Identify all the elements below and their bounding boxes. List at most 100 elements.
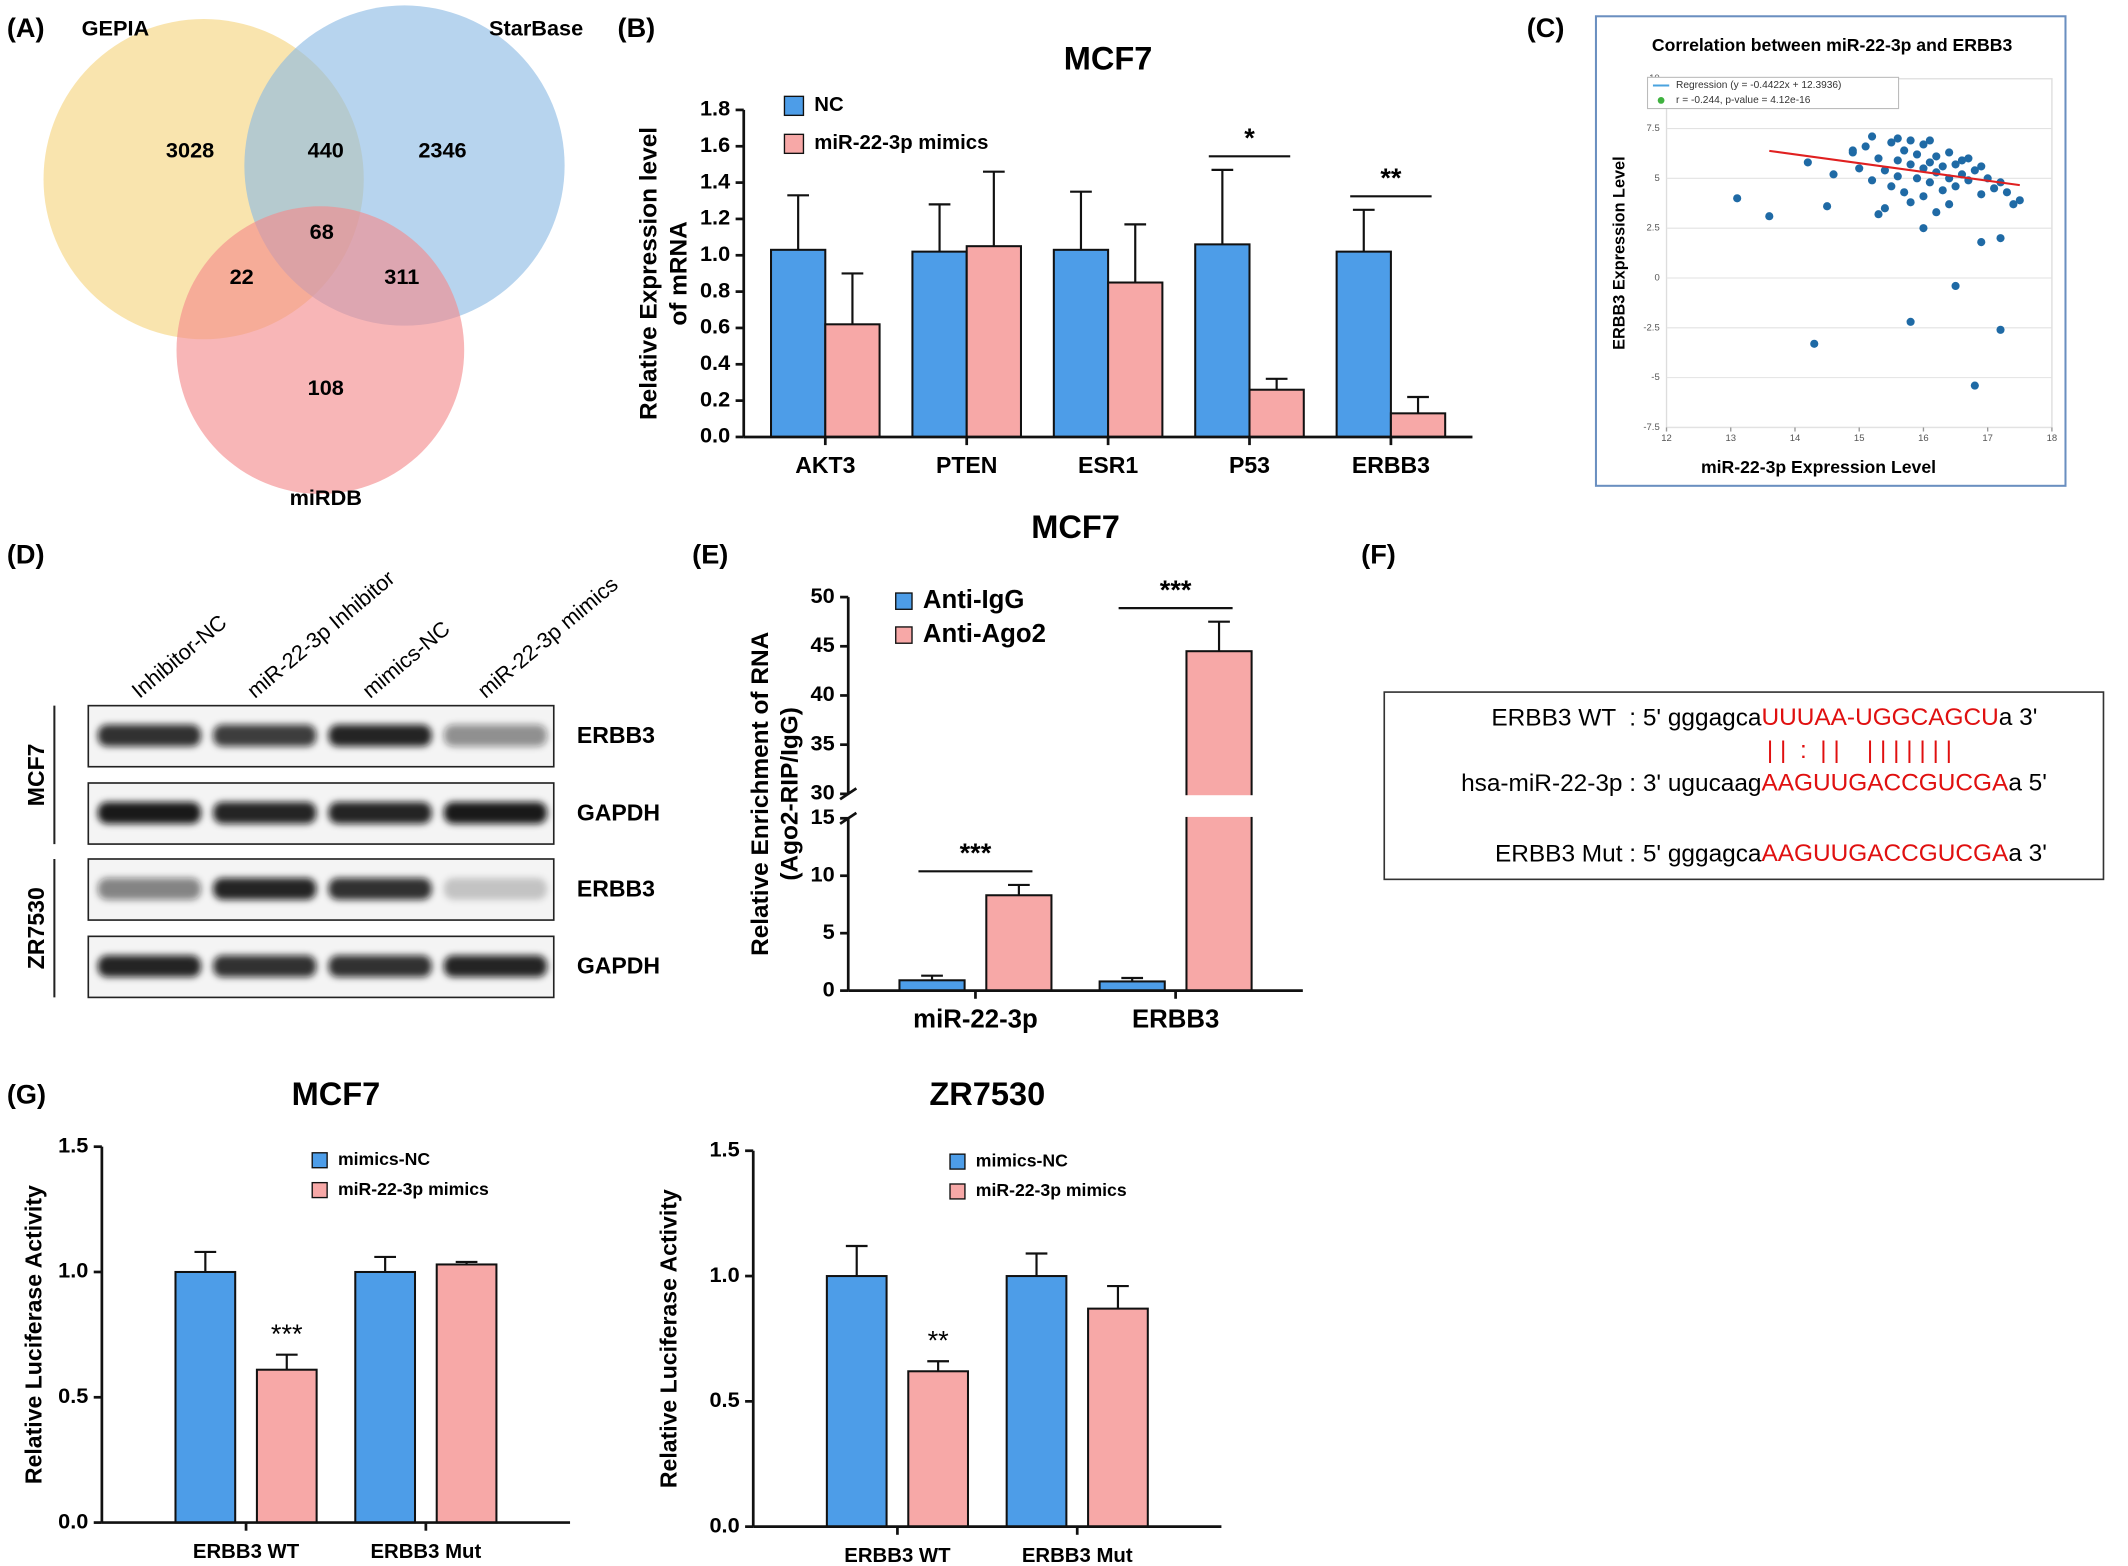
chart-title: Correlation between miR-22-3p and ERBB3 [1652, 35, 2013, 55]
bar [985, 894, 1053, 992]
error-bar [275, 1353, 298, 1370]
sequence-text: UUUAA-UGGCAGCUa 3' [1762, 705, 2038, 732]
bar [1005, 1275, 1068, 1528]
y-tick-label: 1.5 [58, 1132, 88, 1157]
point [1867, 132, 1877, 141]
error-bar [1211, 168, 1234, 245]
legend-label: miR-22-3p mimics [338, 1179, 489, 1199]
panel-label: (B) [618, 12, 656, 43]
sequence-site: AAGUUGACCGUCGA [1762, 770, 2010, 797]
blot-band [443, 955, 547, 978]
bar [907, 1370, 970, 1528]
sequence-pairing: | | : | | | | | | | | | [1767, 737, 1952, 764]
error-bar [927, 1360, 949, 1372]
point [1932, 152, 1941, 161]
y-tick-label: 1.0 [58, 1258, 88, 1283]
blot-band [97, 877, 201, 900]
sequence-suffix: a 3' [2008, 840, 2047, 867]
legend-box [1646, 76, 1900, 110]
legend-swatch [895, 592, 913, 610]
bar [174, 1270, 237, 1524]
x-tick-label: 17 [1982, 433, 1993, 444]
point [1906, 317, 1915, 326]
venn-set-label: StarBase [489, 16, 583, 41]
y-tick-label: 0.2 [700, 386, 730, 411]
point [1803, 158, 1812, 167]
point [1880, 166, 1889, 175]
significance-label: ** [928, 1324, 950, 1355]
x-tick-label: 15 [1854, 433, 1865, 444]
error-bar [928, 203, 951, 252]
y-axis-label: (Ago2-RIP/IgG) [777, 707, 804, 881]
y-tick-label: 5 [1654, 173, 1659, 184]
sequence-suffix: a 5' [2008, 770, 2047, 797]
error-bar [1025, 1252, 1048, 1277]
venn-count: 22 [230, 264, 254, 289]
point [2002, 188, 2012, 197]
legend-label: NC [814, 94, 844, 116]
point [1912, 150, 1922, 159]
protein-label: GAPDH [577, 953, 660, 979]
chart-title: MCF7 [292, 1076, 381, 1112]
point [1906, 136, 1915, 145]
y-tick-label: 10 [811, 861, 835, 886]
point [1977, 238, 1986, 247]
point [1945, 200, 1954, 209]
bar [1052, 248, 1110, 438]
cell-line-label: MCF7 [23, 743, 49, 806]
point [1887, 182, 1896, 191]
venn-count: 311 [384, 264, 419, 289]
point [1829, 170, 1838, 179]
y-tick-label: 0 [1654, 272, 1659, 283]
error-bar [1407, 395, 1429, 414]
blot-band [213, 801, 317, 824]
x-tick-label: ESR1 [1078, 452, 1138, 478]
error-bar [374, 1255, 397, 1272]
legend-label: r = -0.244, p-value = 4.12e-16 [1676, 95, 1811, 106]
point [1893, 172, 1902, 181]
point [1996, 325, 2005, 334]
blot-band [443, 877, 547, 900]
blot-band [213, 724, 317, 747]
y-tick-label: 0.5 [58, 1383, 88, 1408]
chart-title: ZR7530 [929, 1076, 1045, 1112]
sequence-prefix: hsa-miR-22-3p : 3' ugucaag [1461, 770, 1761, 797]
point [1906, 160, 1915, 169]
blot-band [213, 955, 317, 978]
legend-swatch [783, 133, 805, 155]
x-tick-label: 12 [1661, 433, 1672, 444]
y-tick-label: 0 [823, 976, 835, 1001]
point [1893, 134, 1902, 143]
x-tick-label: ERBB3 [1352, 452, 1430, 478]
y-tick-label: 1.5 [710, 1136, 740, 1161]
legend-swatch [783, 95, 805, 117]
panel-label: (C) [1527, 12, 1565, 43]
error-bar [1352, 208, 1375, 252]
legend-swatch [311, 1181, 328, 1199]
legend-swatch [949, 1153, 966, 1170]
legend-dot [1657, 97, 1665, 104]
point [1887, 138, 1896, 147]
point [1925, 158, 1934, 167]
point [1893, 156, 1902, 165]
y-axis-label: ERBB3 Expression Level [1611, 156, 1629, 349]
x-tick-label: 14 [1790, 433, 1801, 444]
sequence-site: AAGUUGACCGUCGA [1762, 840, 2010, 867]
y-axis-label: Relative Luciferase Activity [656, 1189, 682, 1488]
error-bar [1107, 1284, 1129, 1309]
point [1970, 381, 1979, 390]
bar [1335, 250, 1392, 438]
legend-label: miR-22-3p mimics [814, 132, 988, 154]
error-bar [921, 974, 943, 981]
point [1861, 142, 1870, 151]
x-tick-label: ERBB3 WT [193, 1541, 300, 1563]
error-bar [194, 1250, 217, 1272]
y-tick-label: 0.5 [710, 1387, 740, 1412]
bar [1087, 1307, 1149, 1528]
y-tick-label: 0.0 [58, 1508, 88, 1533]
point [1951, 281, 1960, 291]
legend-label: Regression (y = -0.4422x + 12.3936) [1676, 80, 1841, 91]
panel-label: (A) [7, 12, 45, 43]
bar [911, 250, 968, 438]
